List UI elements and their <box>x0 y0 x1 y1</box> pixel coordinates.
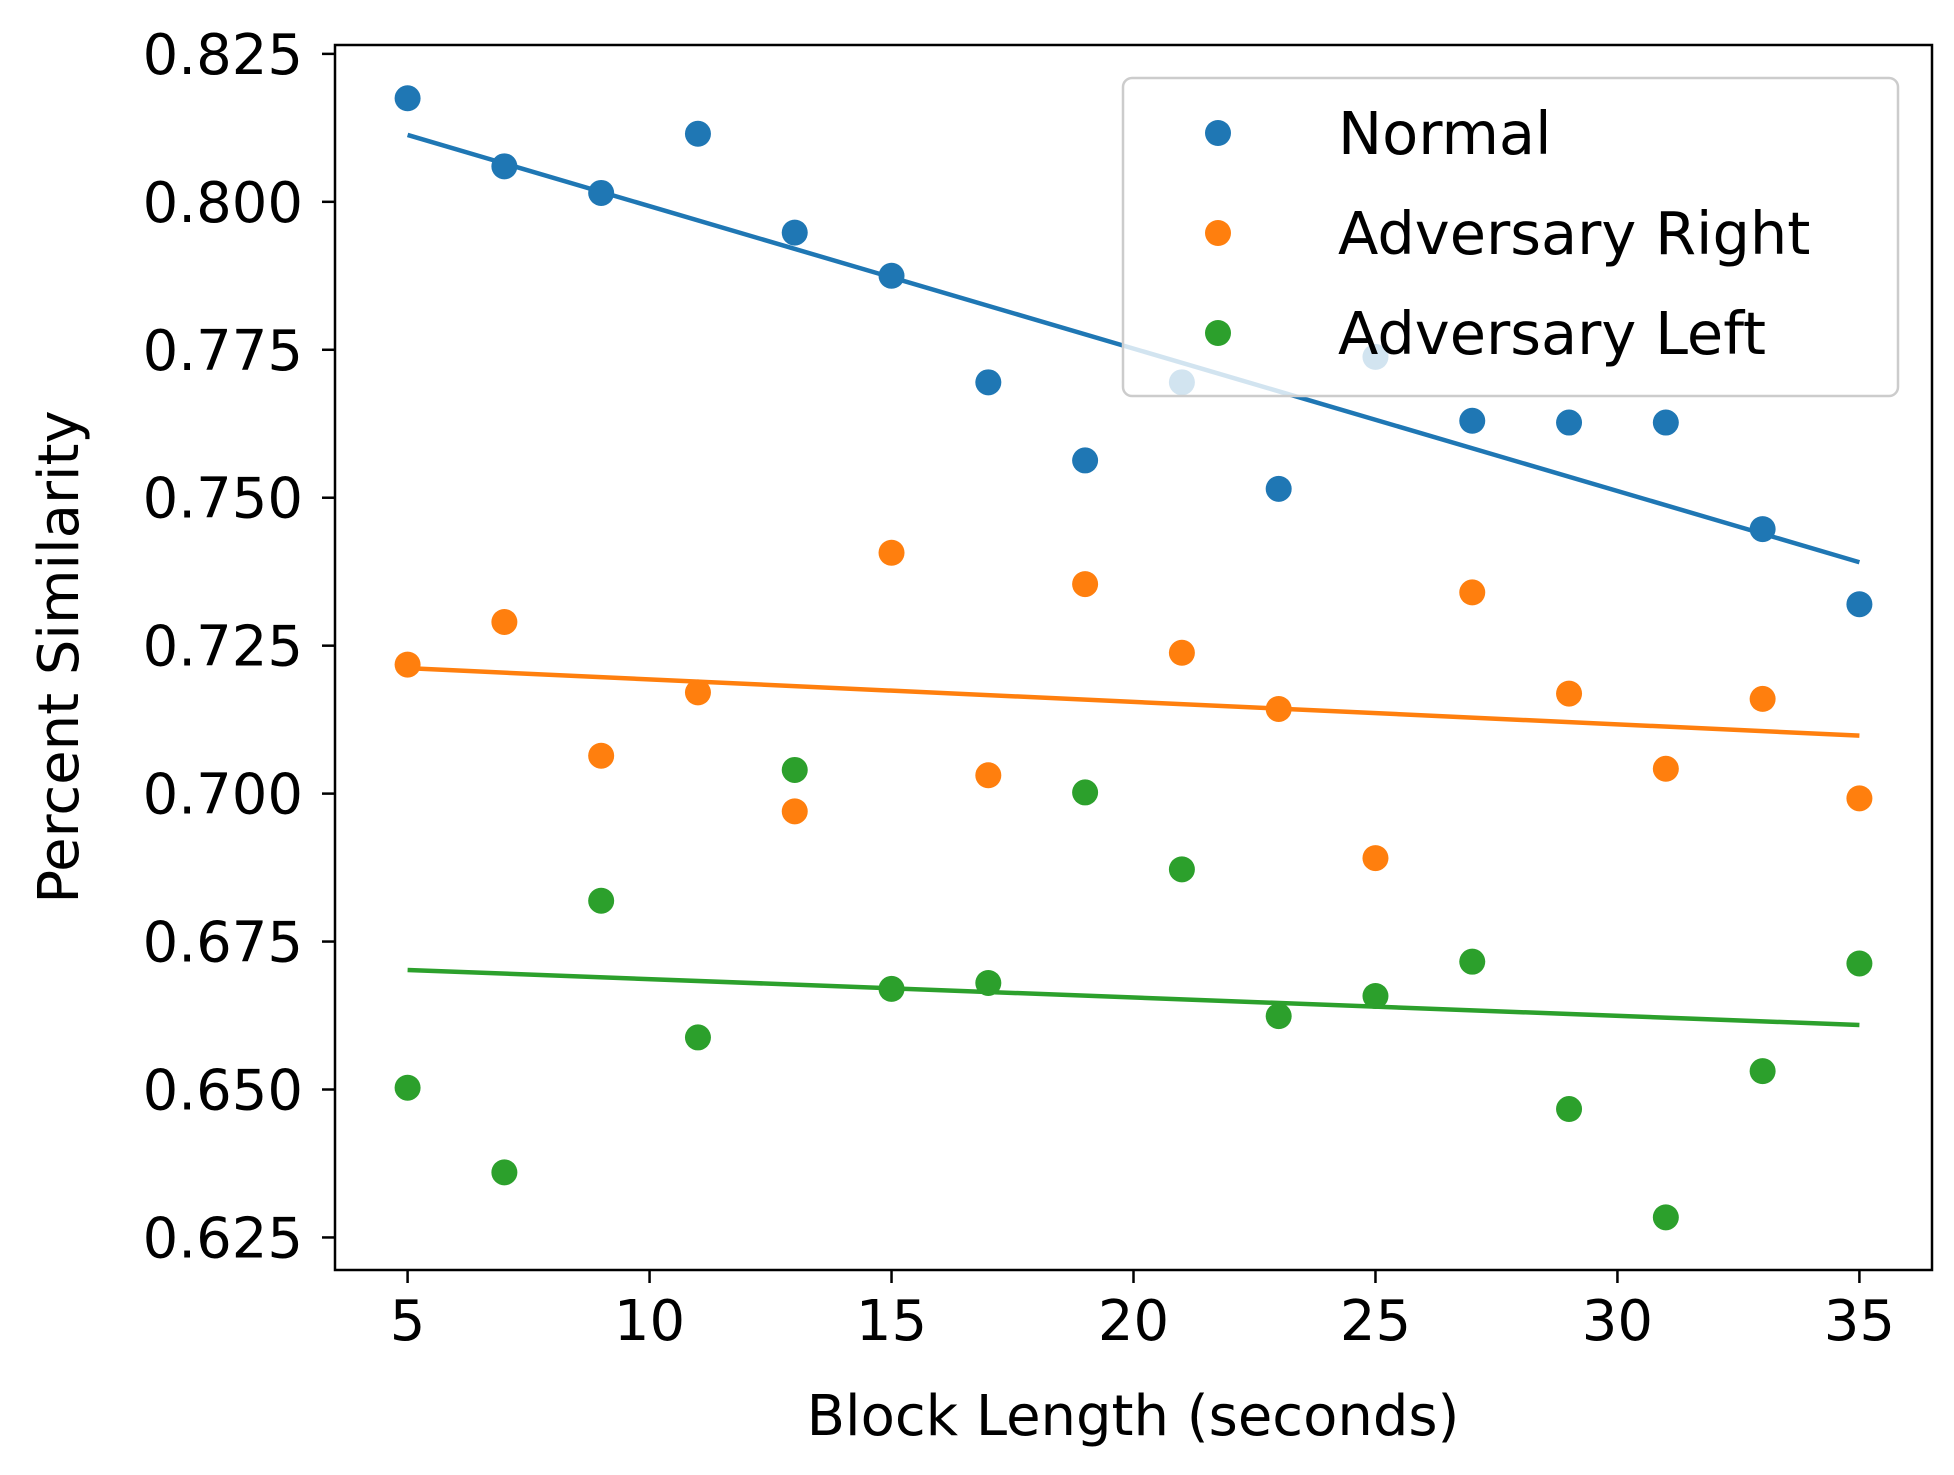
data-point-normal <box>1846 591 1873 618</box>
y-axis: 0.625 0.650 0.675 0.700 0.725 0.750 0.775 0.800… <box>143 23 335 1271</box>
x-axis-label: Block Length (seconds) <box>807 1384 1460 1449</box>
y-tick-label: 0.700 <box>143 763 303 828</box>
data-point-adversary-right <box>781 798 808 825</box>
data-point-normal <box>1265 475 1292 502</box>
data-point-adversary-right <box>1459 579 1486 606</box>
data-point-normal <box>975 369 1002 396</box>
y-tick-label: 0.675 <box>143 911 303 976</box>
y-tick-label: 0.800 <box>143 171 303 236</box>
data-point-adversary-right <box>588 742 615 769</box>
x-axis: 5 10 15 20 25 30 35 <box>390 1270 1895 1354</box>
trend-line-adversary-right <box>407 665 1860 738</box>
y-tick-label: 0.725 <box>143 615 303 680</box>
y-tick-label: 0.750 <box>143 467 303 532</box>
data-point-adversary-left <box>878 975 905 1002</box>
data-point-normal <box>394 85 421 112</box>
x-tick-label: 20 <box>1098 1289 1169 1354</box>
legend-marker <box>1205 120 1231 146</box>
data-point-adversary-left <box>1168 856 1195 883</box>
data-point-normal <box>491 153 518 180</box>
trend-line-adversary-left <box>407 967 1860 1028</box>
data-point-adversary-right <box>1362 845 1389 872</box>
legend-label: Normal <box>1338 99 1551 168</box>
data-point-normal <box>1652 409 1679 436</box>
plot-marks <box>394 85 1873 1231</box>
data-point-adversary-left <box>684 1024 711 1051</box>
data-point-adversary-left <box>1459 948 1486 975</box>
data-point-adversary-right <box>684 679 711 706</box>
data-point-normal <box>781 219 808 246</box>
data-point-adversary-left <box>491 1159 518 1186</box>
y-tick-label: 0.775 <box>143 319 303 384</box>
legend-marker <box>1205 320 1231 346</box>
data-point-adversary-right <box>1072 571 1099 598</box>
data-point-adversary-left <box>1749 1058 1776 1085</box>
x-tick-label: 25 <box>1340 1289 1411 1354</box>
data-point-adversary-left <box>781 756 808 783</box>
data-point-adversary-left <box>1362 983 1389 1010</box>
data-point-normal <box>1459 407 1486 434</box>
data-point-adversary-right <box>394 651 421 678</box>
data-point-adversary-right <box>1652 755 1679 782</box>
data-point-adversary-right <box>1265 695 1292 722</box>
x-tick-label: 35 <box>1824 1289 1895 1354</box>
x-tick-label: 30 <box>1582 1289 1653 1354</box>
data-point-normal <box>684 120 711 147</box>
data-point-adversary-left <box>1265 1003 1292 1030</box>
data-point-adversary-left <box>1556 1096 1583 1123</box>
data-point-adversary-left <box>1846 950 1873 977</box>
data-point-adversary-left <box>1652 1204 1679 1231</box>
data-point-adversary-left <box>588 887 615 914</box>
data-point-adversary-left <box>1072 779 1099 806</box>
legend-label: Adversary Left <box>1338 299 1766 368</box>
data-point-normal <box>878 262 905 289</box>
legend: Normal Adversary Right Adversary Left <box>1121 76 1900 398</box>
data-point-adversary-right <box>1556 680 1583 707</box>
data-point-adversary-right <box>1846 785 1873 812</box>
data-point-adversary-right <box>491 608 518 635</box>
legend-marker <box>1205 220 1231 246</box>
data-point-adversary-right <box>1168 639 1195 666</box>
y-tick-label: 0.625 <box>143 1206 303 1271</box>
data-point-normal <box>1749 516 1776 543</box>
data-point-adversary-left <box>394 1074 421 1101</box>
data-point-normal <box>1072 447 1099 474</box>
x-tick-label: 10 <box>614 1289 685 1354</box>
data-point-adversary-right <box>1749 685 1776 712</box>
data-point-normal <box>1556 409 1583 436</box>
data-point-adversary-right <box>975 762 1002 789</box>
y-axis-label: Percent Similarity <box>27 410 92 903</box>
x-tick-label: 5 <box>390 1289 426 1354</box>
data-point-adversary-right <box>878 539 905 566</box>
y-tick-label: 0.650 <box>143 1059 303 1124</box>
x-tick-label: 15 <box>856 1289 927 1354</box>
data-point-normal <box>588 179 615 206</box>
data-point-adversary-left <box>975 969 1002 996</box>
legend-frame <box>1121 76 1900 398</box>
y-tick-label: 0.825 <box>143 23 303 88</box>
legend-label: Adversary Right <box>1338 199 1810 268</box>
